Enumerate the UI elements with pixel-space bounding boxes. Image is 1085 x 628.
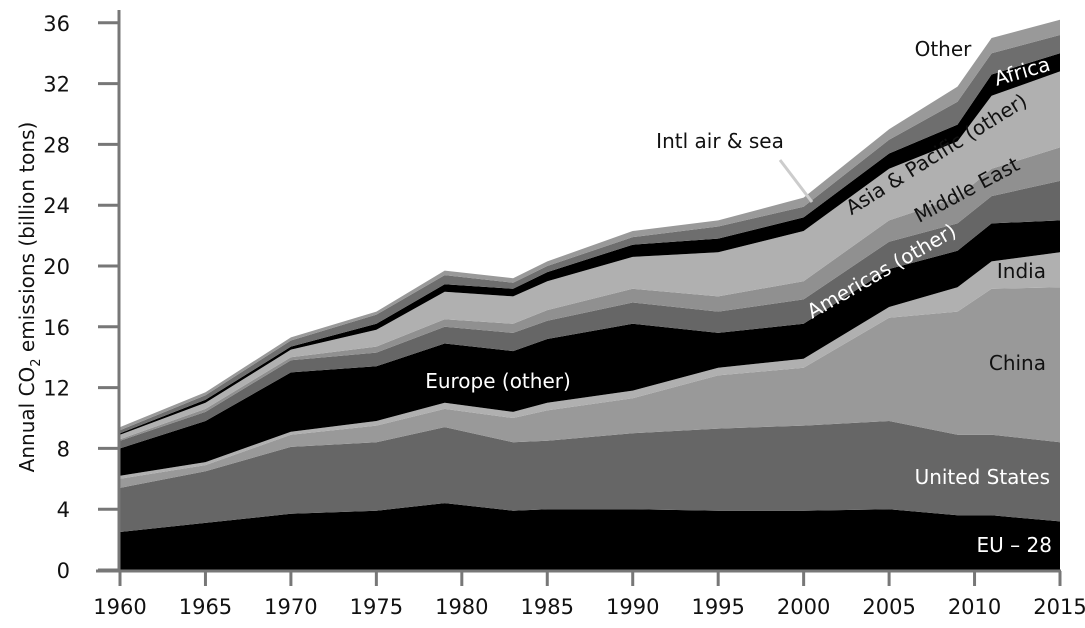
y-tick-label: 20 bbox=[43, 255, 70, 279]
area-europe-other bbox=[120, 220, 1060, 476]
y-tick-label: 8 bbox=[57, 437, 70, 461]
x-tick-label: 1980 bbox=[435, 595, 488, 619]
label-eu-28: EU – 28 bbox=[977, 533, 1052, 557]
label-china: China bbox=[989, 351, 1046, 375]
y-tick-label: 32 bbox=[43, 73, 70, 97]
label-europe-other: Europe (other) bbox=[425, 369, 571, 393]
x-tick-label: 1990 bbox=[606, 595, 659, 619]
leader-line bbox=[778, 159, 814, 203]
x-tick-label: 1970 bbox=[264, 595, 317, 619]
x-ticks: 1960 1965 1970 1975 1980 1985 1990 1995 2000 2005… bbox=[93, 571, 1085, 619]
x-tick-label: 1995 bbox=[691, 595, 744, 619]
area-other bbox=[120, 19, 1060, 431]
y-tick-label: 16 bbox=[43, 316, 70, 340]
x-tick-label: 1965 bbox=[179, 595, 232, 619]
area-layers bbox=[120, 19, 1060, 570]
y-tick-label: 12 bbox=[43, 377, 70, 401]
area-intl-air-sea bbox=[120, 35, 1060, 434]
label-united-states: United States bbox=[915, 465, 1050, 489]
label-india: India bbox=[997, 259, 1046, 283]
label-intl-air-sea: Intl air & sea bbox=[656, 129, 784, 153]
area-eu-28 bbox=[120, 503, 1060, 570]
label-other: Other bbox=[915, 37, 973, 61]
area-africa bbox=[120, 53, 1060, 435]
y-axis-label: Annual CO2 emissions (billion tons) bbox=[15, 122, 44, 473]
y-ticks: 0 4 8 12 16 20 24 28 32 36 bbox=[43, 12, 119, 583]
area-united-states bbox=[120, 421, 1060, 532]
x-tick-label: 1960 bbox=[93, 595, 146, 619]
area-china bbox=[120, 287, 1060, 488]
y-tick-label: 28 bbox=[43, 133, 70, 157]
x-tick-label: 2010 bbox=[948, 595, 1001, 619]
x-tick-label: 2015 bbox=[1033, 595, 1085, 619]
y-tick-label: 24 bbox=[43, 194, 70, 218]
y-tick-label: 0 bbox=[57, 559, 70, 583]
x-tick-label: 1975 bbox=[350, 595, 403, 619]
area-asia-pacific-other bbox=[120, 71, 1060, 440]
y-tick-label: 36 bbox=[43, 12, 70, 36]
x-tick-label: 2005 bbox=[862, 595, 915, 619]
x-tick-label: 2000 bbox=[777, 595, 830, 619]
y-tick-label: 4 bbox=[57, 498, 70, 522]
area-americas-other bbox=[120, 180, 1060, 449]
x-tick-label: 1985 bbox=[521, 595, 574, 619]
